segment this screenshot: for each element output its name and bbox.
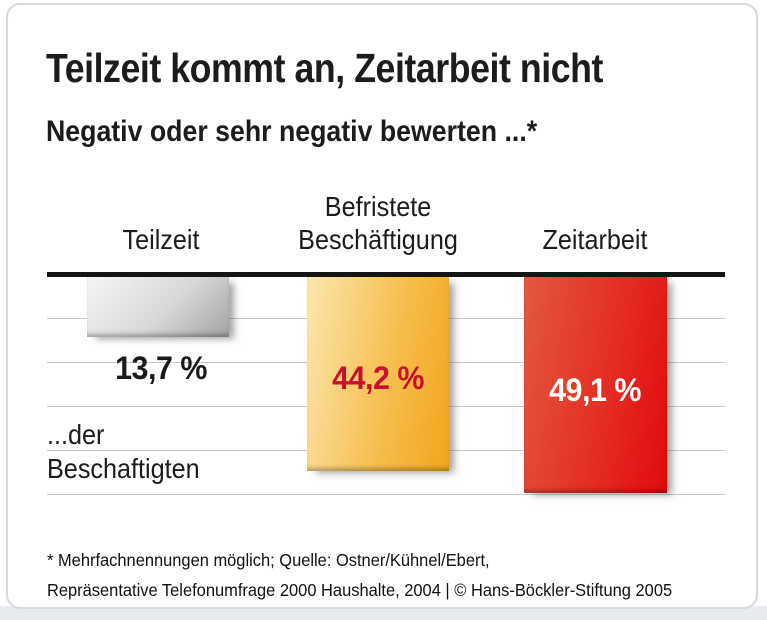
infographic-card: Teilzeit kommt an, Zeitarbeit nicht Nega… xyxy=(6,3,758,609)
category-label-teilzeit: Teilzeit xyxy=(122,224,200,255)
chart-title: Teilzeit kommt an, Zeitarbeit nicht xyxy=(46,45,603,91)
footnote-line2: Repräsentative Telefonumfrage 2000 Haush… xyxy=(47,580,673,600)
axis-annotation-line2: Beschaftigten xyxy=(47,453,200,484)
category-label-zeitarbeit: Zeitarbeit xyxy=(542,224,648,255)
bar-befristete-beschaeftigung xyxy=(307,277,449,471)
axis-annotation-line1: ...der xyxy=(47,419,105,450)
bottom-edge-strip xyxy=(0,606,767,620)
gridline-50pct xyxy=(47,494,725,495)
footnote-line1: * Mehrfachnennungen möglich; Quelle: Ost… xyxy=(47,550,490,570)
value-label-befristete-beschaeftigung: 44,2 % xyxy=(332,360,424,396)
axis-annotation: ...der Beschaftigten xyxy=(47,418,200,486)
category-label-befristete-beschaeftigung: Befristete Beschäftigung xyxy=(298,191,458,255)
zero-baseline-axis xyxy=(47,272,725,277)
value-label-zeitarbeit: 49,1 % xyxy=(549,372,641,408)
bar-zeitarbeit xyxy=(524,277,667,493)
bar-teilzeit xyxy=(87,277,229,337)
value-label-teilzeit: 13,7 % xyxy=(115,350,207,386)
footnote: * Mehrfachnennungen möglich; Quelle: Ost… xyxy=(47,545,672,605)
chart-subtitle: Negativ oder sehr negativ bewerten ...* xyxy=(46,115,538,148)
